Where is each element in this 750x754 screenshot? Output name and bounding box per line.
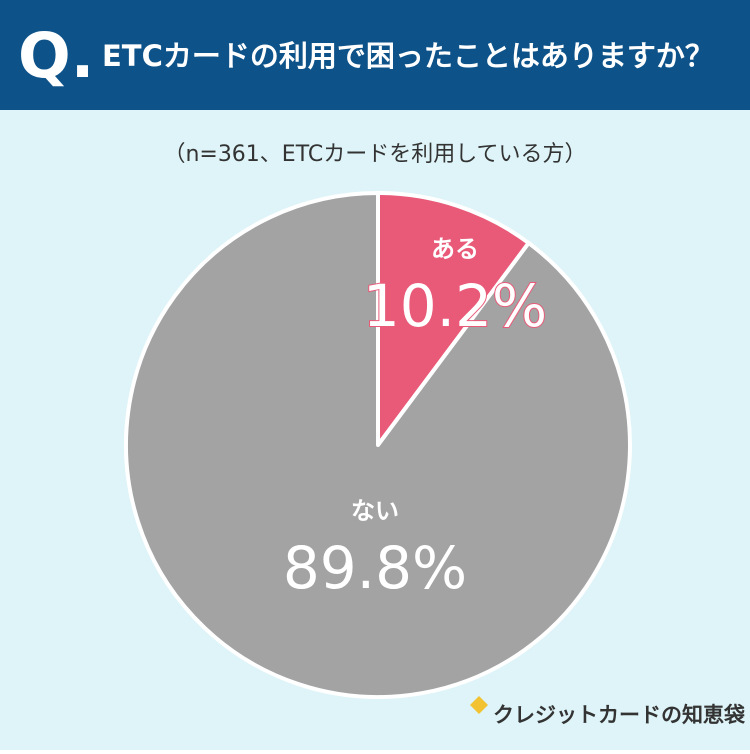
brand-icon [470, 696, 488, 714]
chart-subtitle: （n=361、ETCカードを利用している方） [163, 142, 586, 167]
value-label: 10.2% [363, 272, 547, 340]
pie-slice [376, 191, 531, 447]
value-label: 89.8% [283, 534, 467, 602]
header [0, 0, 750, 110]
chart-title: ETCカードの利用で困ったことはありますか？ [102, 39, 714, 73]
slice-label: ある [431, 235, 479, 263]
question-mark: Q. [18, 19, 94, 92]
pie-slice [124, 191, 632, 699]
slice-label: ない [351, 497, 399, 525]
brand: クレジットカードの知恵袋 [493, 703, 746, 727]
pie: ある 10.2% ない 89.8% [124, 191, 632, 699]
